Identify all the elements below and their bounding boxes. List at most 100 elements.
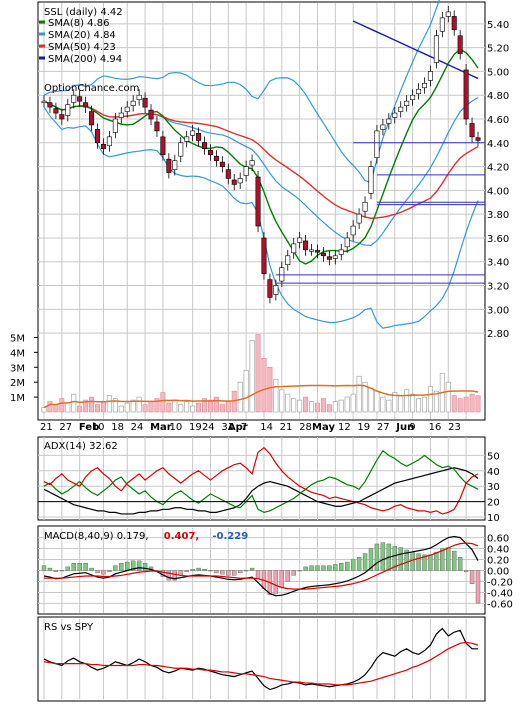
candle-body [249,160,255,166]
macd-histogram-bar [279,570,285,588]
indicator-line [43,449,479,514]
candle-body [380,124,386,130]
candle-body [332,255,338,259]
macd-histogram-bar [273,570,279,594]
volume-average-line [43,384,479,409]
rs-panel: RS vs SPY [37,616,486,702]
volume-bar [338,399,344,413]
candle-body [243,166,249,176]
macd-histogram-bar [368,548,374,571]
macd-histogram-bar [315,565,320,571]
candle-body [451,16,457,31]
sma200-line [352,20,479,80]
tick-label: 50 [487,451,500,462]
macd-histogram-bar [53,570,59,572]
volume-bar [53,404,59,413]
price-gridlines [38,3,485,419]
volume-bar [196,402,202,413]
price-panel: 5.40 5.20 5.00 4.80 4.60 4.40 4.20 4.00 3.80 3.60… [10,0,509,421]
macd-histogram-bar [101,570,106,575]
volume-bar [77,405,83,413]
macd-histogram-bar [184,570,189,572]
volume-bar [362,381,368,413]
volume-bars [41,334,481,413]
macd-histogram-bar [71,563,76,571]
volume-bar [154,398,160,413]
volume-bar [65,402,71,413]
candle-body [475,137,481,141]
macd-histogram-bar [446,547,451,571]
adx-y-axis: 50 40 30 20 10 [487,451,500,524]
candle-body [160,136,166,155]
volume-bar [172,399,178,413]
macd-histogram-bar [404,549,409,571]
macd-histogram-bar [190,569,195,571]
candle-body [178,142,184,157]
tick-label: 0.20 [487,556,509,567]
price-tick-label: 4.80 [487,91,509,102]
macd-histogram-bar [416,553,421,571]
volume-bar [112,398,118,413]
candle-body [404,100,410,106]
volume-bar [291,398,297,413]
volume-bar [207,399,213,413]
candle-body [463,69,469,120]
indicator-line [44,542,479,590]
macd-histogram-bar [422,554,427,571]
volume-bar [213,396,219,413]
volume-bar [267,366,273,413]
x-tick-label: 24 [202,422,215,433]
legend-entry: SMA(20) 4.84 [48,30,116,41]
volume-bar [445,381,451,413]
candle-body [172,160,178,170]
rs-title: RS vs SPY [44,622,94,633]
volume-bar [184,401,190,413]
macd-histogram-bar [356,557,362,571]
x-tick-label: Apr [228,422,248,433]
price-tick-label: 3.00 [487,305,509,316]
price-tick-label: 3.20 [487,282,509,293]
candle-body [285,255,291,266]
candle-body [303,240,309,251]
price-tick-label: 4.40 [487,139,509,150]
volume-bar [148,401,154,413]
volume-bar [106,395,112,413]
candle-body [314,250,320,253]
candle-body [148,109,154,120]
macd-histogram-bar [362,553,368,571]
candle-body [83,102,89,108]
candle-body [469,123,475,138]
macd-histogram-bar [47,567,53,571]
tick-label: 0.60 [487,534,509,545]
macd-y-axis: 0.600.400.200.00-0.20-0.40-0.60 [487,534,513,611]
candle-body [184,136,190,142]
volume-bar [410,393,416,413]
sma50-line [43,100,479,219]
candle-body [445,11,451,17]
macd-histogram-bar [226,570,231,576]
indicator-line [43,467,479,515]
x-tick-label: 16 [429,422,442,433]
volume-bar [320,398,326,413]
x-tick-label: May [312,422,335,433]
macd-lines [43,535,479,597]
volume-bar [202,398,208,413]
candle-body [356,213,362,224]
candle-body [309,249,315,252]
candle-body [100,143,106,150]
macd-histogram-bar [172,570,177,581]
macd-histogram-bar [333,564,338,571]
volume-bar [130,399,136,413]
tick-label: -0.20 [487,577,513,588]
volume-bar [421,396,427,413]
candle-body [41,100,47,103]
x-tick-label: 18 [111,422,124,433]
candle-body [47,102,53,108]
candle-body [433,35,439,63]
macd-histogram-bar [374,543,380,571]
volume-bar [255,334,261,413]
x-tick-label: 10 [170,422,183,433]
candle-body [398,106,404,112]
price-tick-label: 2.80 [487,329,509,340]
macd-histogram-bar [392,546,397,571]
